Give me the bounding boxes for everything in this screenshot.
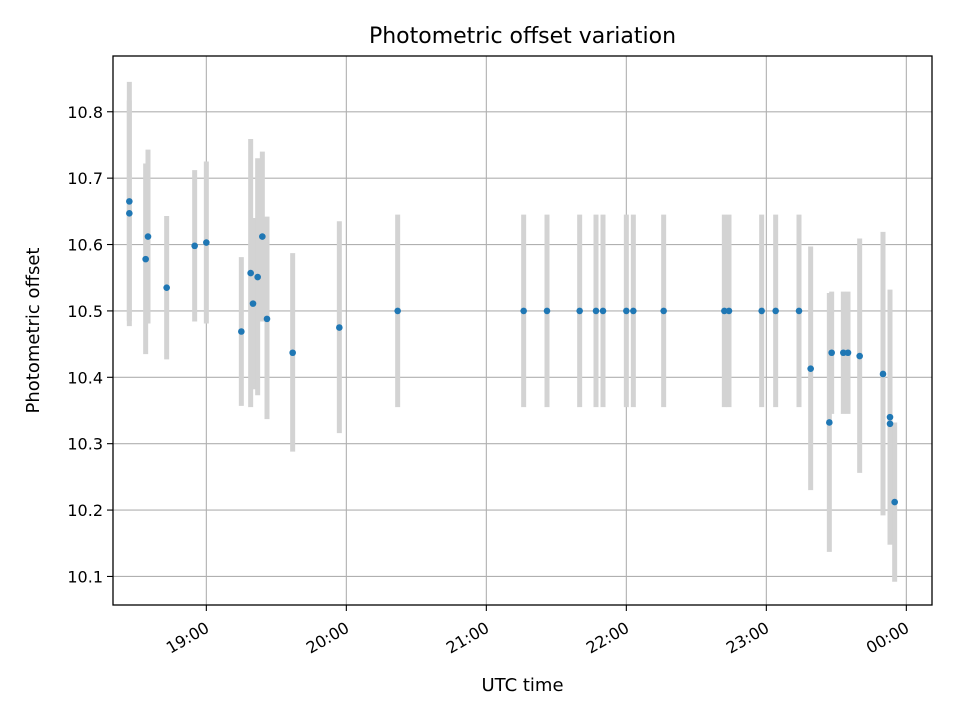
data-point (247, 269, 254, 277)
x-tick-label: 00:00 (863, 618, 912, 658)
data-point (891, 498, 898, 506)
data-point (856, 352, 863, 360)
y-tick-label: 10.2 (67, 501, 103, 520)
data-point (772, 307, 779, 315)
data-point (254, 273, 261, 281)
y-tick-label: 10.6 (67, 236, 103, 255)
data-point (592, 307, 600, 315)
data-point (886, 420, 894, 428)
y-tick-label: 10.8 (67, 103, 103, 122)
data-point (126, 198, 133, 205)
x-tick-label: 20:00 (303, 618, 352, 658)
data-point (826, 419, 833, 426)
data-point (144, 233, 152, 240)
data-point (660, 307, 667, 315)
data-point (142, 255, 149, 263)
data-point (163, 284, 170, 291)
y-tick-label: 10.1 (67, 567, 103, 586)
x-axis-label: UTC time (481, 675, 563, 696)
chart-title: Photometric offset variation (369, 24, 676, 49)
data-point (543, 307, 551, 315)
y-tick-label: 10.4 (67, 368, 103, 387)
x-tick-label: 19:00 (163, 618, 212, 658)
x-tick-label: 22:00 (583, 618, 632, 658)
y-tick-label: 10.3 (67, 435, 103, 454)
plot-frame (112, 55, 933, 606)
data-point (879, 370, 887, 378)
data-point (259, 233, 266, 240)
data-point (599, 307, 607, 315)
data-point (249, 300, 257, 307)
data-point (840, 349, 847, 357)
data-point (336, 324, 343, 331)
data-point (886, 413, 894, 421)
data-point (721, 307, 728, 315)
y-axis-label: Photometric offset (23, 248, 44, 414)
data-point (263, 315, 271, 323)
data-point (844, 349, 852, 357)
data-point (623, 307, 630, 315)
data-point (630, 307, 637, 315)
data-point (795, 307, 803, 315)
data-point (203, 239, 210, 246)
data-point (758, 307, 765, 315)
data-point (807, 365, 814, 372)
x-tick-label: 23:00 (723, 618, 772, 658)
data-point (126, 210, 133, 217)
data-point (725, 307, 733, 315)
y-tick-label: 10.7 (67, 169, 103, 188)
data-point (576, 307, 583, 315)
x-tick-label: 21:00 (443, 618, 492, 658)
data-point (828, 349, 835, 357)
y-tick-label: 10.5 (67, 302, 103, 321)
data-point (238, 328, 245, 335)
data-point (191, 242, 198, 250)
point-layer (126, 198, 898, 506)
data-point (520, 307, 527, 315)
data-point (289, 349, 296, 357)
data-point (394, 307, 401, 315)
